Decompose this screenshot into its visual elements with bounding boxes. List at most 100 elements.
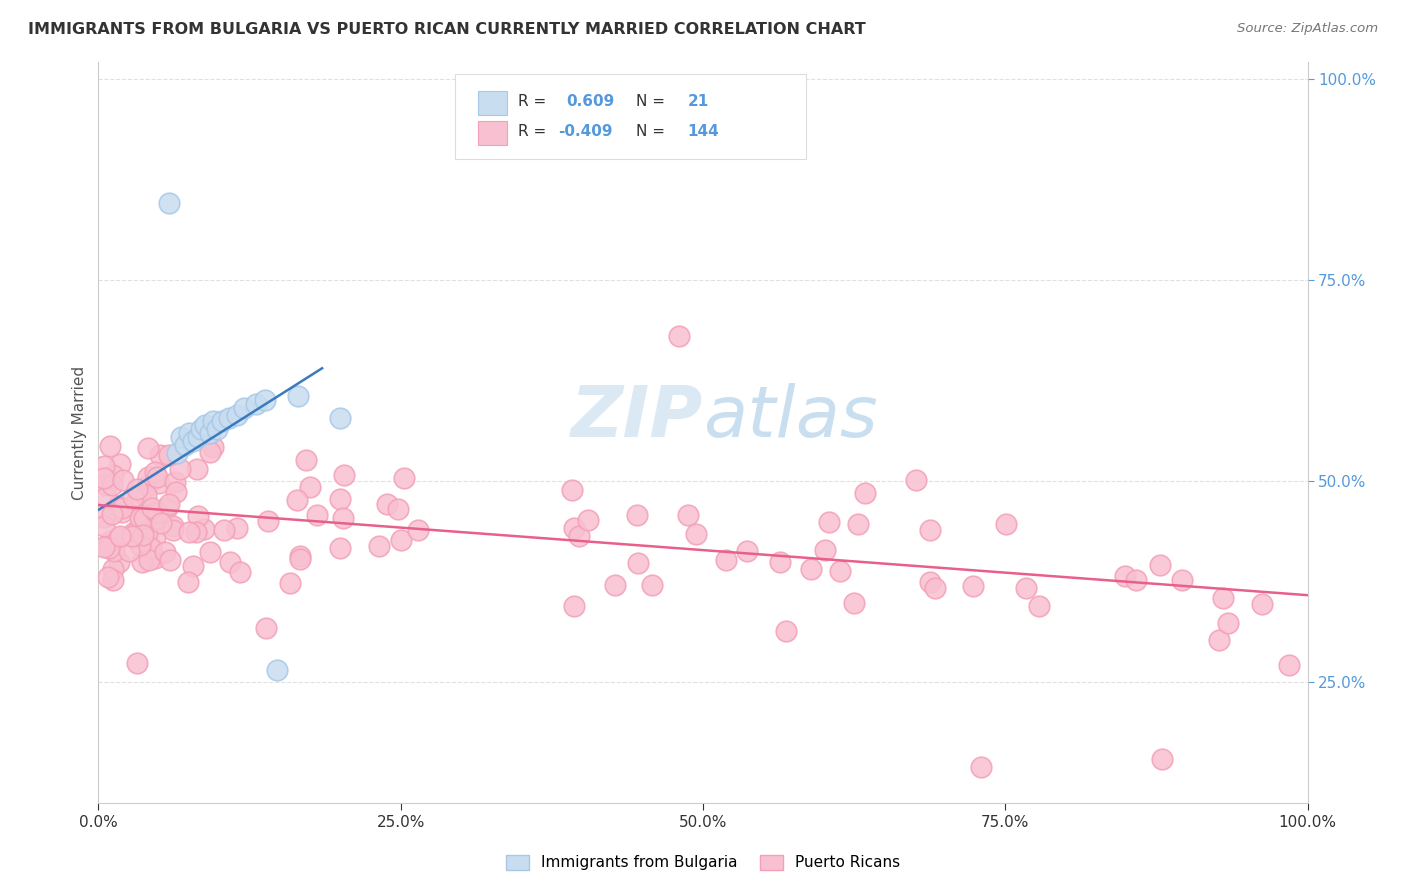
Point <box>159 553 181 567</box>
Point <box>105 500 128 514</box>
Point <box>121 500 143 514</box>
Point <box>141 501 163 516</box>
Text: Source: ZipAtlas.com: Source: ZipAtlas.com <box>1237 22 1378 36</box>
Point <box>626 508 648 522</box>
Point <box>148 476 170 491</box>
Point <box>108 458 131 472</box>
Point <box>332 468 354 483</box>
Point <box>1152 751 1174 765</box>
Point <box>96 477 118 491</box>
Point <box>143 551 166 566</box>
Point <box>103 543 125 558</box>
Point <box>198 544 221 558</box>
Point <box>1149 558 1171 572</box>
Text: 0.609: 0.609 <box>567 95 614 109</box>
Point <box>129 490 152 504</box>
Point <box>93 519 115 533</box>
Point <box>187 509 209 524</box>
Point <box>1212 591 1234 605</box>
Point <box>93 510 115 524</box>
Point <box>146 510 169 524</box>
Point <box>111 505 134 519</box>
Point <box>149 448 172 462</box>
Point <box>775 624 797 639</box>
Point <box>1114 568 1136 582</box>
Point <box>198 425 221 440</box>
Point <box>138 552 160 566</box>
Point <box>962 579 984 593</box>
Point <box>129 538 152 552</box>
Point <box>103 562 125 576</box>
Point <box>1251 597 1274 611</box>
Point <box>924 581 946 595</box>
Point <box>135 478 157 492</box>
Point <box>299 480 322 494</box>
Point <box>194 417 217 432</box>
Text: N =: N = <box>637 124 665 139</box>
Point <box>769 555 792 569</box>
Point <box>603 578 626 592</box>
Point <box>288 549 311 563</box>
Point <box>904 473 927 487</box>
Text: atlas: atlas <box>703 384 877 452</box>
Point <box>202 413 225 427</box>
Point <box>562 520 585 534</box>
Point <box>103 573 125 587</box>
Point <box>714 552 737 566</box>
Point <box>329 411 352 425</box>
Point <box>332 511 354 525</box>
Point <box>842 596 865 610</box>
Point <box>121 529 143 543</box>
Point <box>846 517 869 532</box>
FancyBboxPatch shape <box>456 73 806 159</box>
Point <box>641 578 664 592</box>
Point <box>995 516 1018 531</box>
Point <box>169 430 191 444</box>
Point <box>576 513 599 527</box>
Point <box>143 530 166 544</box>
Point <box>186 461 208 475</box>
Point <box>219 555 242 569</box>
Point <box>375 496 398 510</box>
Text: 144: 144 <box>688 124 718 139</box>
Point <box>307 508 329 522</box>
Point <box>186 525 208 540</box>
Point <box>294 452 316 467</box>
Point <box>121 529 143 543</box>
Point <box>135 526 157 541</box>
Text: R =: R = <box>517 95 547 109</box>
Point <box>132 527 155 541</box>
Point <box>157 497 180 511</box>
Point <box>568 529 591 543</box>
Point <box>329 541 352 556</box>
Point <box>157 196 180 211</box>
Text: R =: R = <box>517 124 547 139</box>
Point <box>174 438 197 452</box>
FancyBboxPatch shape <box>478 121 508 145</box>
Point <box>561 483 583 497</box>
Point <box>685 527 707 541</box>
Point <box>198 444 221 458</box>
Point <box>122 491 145 505</box>
Point <box>177 574 200 589</box>
Point <box>814 542 837 557</box>
Point <box>169 462 191 476</box>
Point <box>202 440 225 454</box>
Point <box>179 425 201 440</box>
Point <box>156 501 179 516</box>
Point <box>111 501 134 516</box>
Point <box>226 408 249 422</box>
Point <box>1208 633 1230 648</box>
Point <box>127 656 149 670</box>
Point <box>162 523 184 537</box>
Text: ZIP: ZIP <box>571 384 703 452</box>
Point <box>108 529 131 543</box>
Point <box>278 575 301 590</box>
Point <box>285 493 308 508</box>
Point <box>146 507 169 521</box>
Point <box>918 575 941 590</box>
Point <box>111 473 134 487</box>
Point <box>266 663 288 677</box>
Point <box>132 511 155 525</box>
Point <box>288 552 311 566</box>
